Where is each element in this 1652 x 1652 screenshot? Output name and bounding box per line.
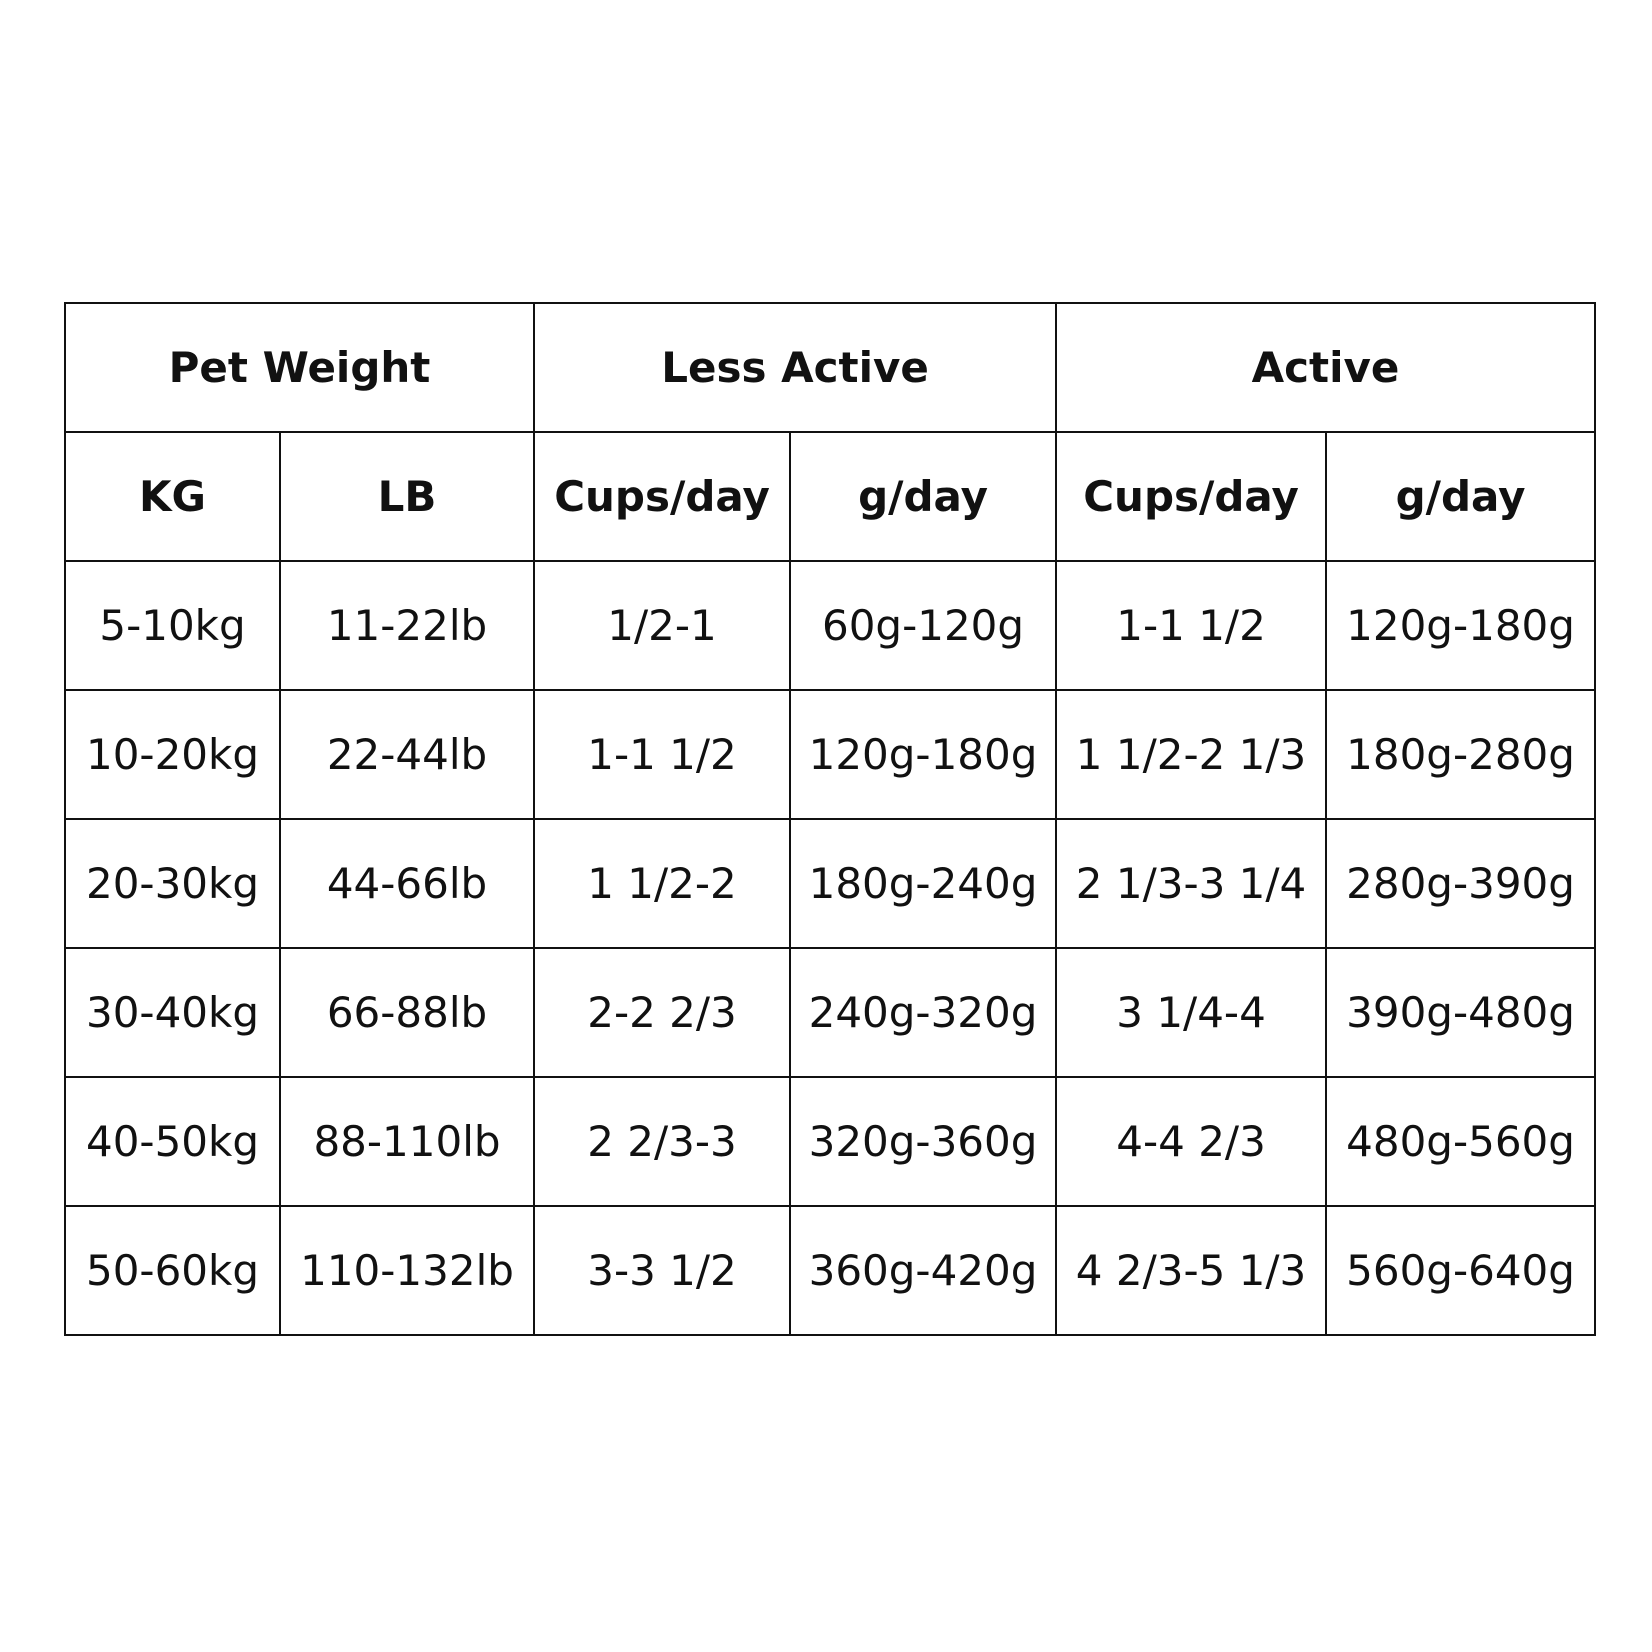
table-cell: 1/2-1 [533, 560, 792, 691]
table-cell: 360g-420g [789, 1205, 1058, 1336]
column-header-row: KG LB Cups/day g/day Cups/day g/day [64, 431, 1597, 562]
table-cell: 60g-120g [789, 560, 1058, 691]
column-header-active-grams: g/day [1325, 431, 1597, 562]
table-row: 20-30kg 44-66lb 1 1/2-2 180g-240g 2 1/3-… [64, 818, 1597, 949]
table-cell: 3-3 1/2 [533, 1205, 792, 1336]
table-cell: 1-1 1/2 [1055, 560, 1328, 691]
table-cell: 3 1/4-4 [1055, 947, 1328, 1078]
table-cell: 30-40kg [64, 947, 281, 1078]
table-cell: 560g-640g [1325, 1205, 1597, 1336]
group-header-row: Pet Weight Less Active Active [63, 302, 1597, 433]
table-cell: 4-4 2/3 [1055, 1076, 1328, 1207]
table-cell: 2 2/3-3 [533, 1076, 792, 1207]
table-cell: 180g-240g [789, 818, 1058, 949]
table-cell: 20-30kg [64, 818, 281, 949]
table-row: 5-10kg 11-22lb 1/2-1 60g-120g 1-1 1/2 12… [64, 560, 1597, 691]
table-cell: 2 1/3-3 1/4 [1055, 818, 1328, 949]
table-cell: 66-88lb [278, 947, 536, 1078]
column-header-active-cups: Cups/day [1055, 431, 1328, 562]
table-cell: 88-110lb [278, 1076, 536, 1207]
table-cell: 11-22lb [278, 560, 536, 691]
table-cell: 180g-280g [1325, 689, 1597, 820]
table-row: 30-40kg 66-88lb 2-2 2/3 240g-320g 3 1/4-… [64, 947, 1597, 1078]
feeding-guide-table: Pet Weight Less Active Active KG LB Cups… [63, 302, 1597, 1336]
table-cell: 320g-360g [789, 1076, 1058, 1207]
table-cell: 1 1/2-2 1/3 [1055, 689, 1328, 820]
column-header-less-active-grams: g/day [789, 431, 1058, 562]
table-cell: 22-44lb [278, 689, 536, 820]
table-cell: 280g-390g [1325, 818, 1597, 949]
header-active: Active [1055, 302, 1597, 433]
header-less-active: Less Active [533, 302, 1058, 433]
table-cell: 120g-180g [1325, 560, 1597, 691]
table-cell: 480g-560g [1325, 1076, 1597, 1207]
table-cell: 10-20kg [64, 689, 281, 820]
table-cell: 44-66lb [278, 818, 536, 949]
table-cell: 240g-320g [789, 947, 1058, 1078]
table-cell: 5-10kg [64, 560, 281, 691]
table-row: 50-60kg 110-132lb 3-3 1/2 360g-420g 4 2/… [64, 1205, 1597, 1336]
column-header-kg: KG [64, 431, 281, 562]
header-pet-weight: Pet Weight [63, 302, 536, 433]
column-header-less-active-cups: Cups/day [533, 431, 792, 562]
table-cell: 1 1/2-2 [533, 818, 792, 949]
table-cell: 40-50kg [64, 1076, 281, 1207]
table-cell: 1-1 1/2 [533, 689, 792, 820]
table-cell: 390g-480g [1325, 947, 1597, 1078]
table-cell: 4 2/3-5 1/3 [1055, 1205, 1328, 1336]
table-row: 10-20kg 22-44lb 1-1 1/2 120g-180g 1 1/2-… [64, 689, 1597, 820]
column-header-lb: LB [278, 431, 536, 562]
table-cell: 120g-180g [789, 689, 1058, 820]
table-cell: 50-60kg [64, 1205, 281, 1336]
table-cell: 2-2 2/3 [533, 947, 792, 1078]
table-cell: 110-132lb [278, 1205, 536, 1336]
table-row: 40-50kg 88-110lb 2 2/3-3 320g-360g 4-4 2… [64, 1076, 1597, 1207]
